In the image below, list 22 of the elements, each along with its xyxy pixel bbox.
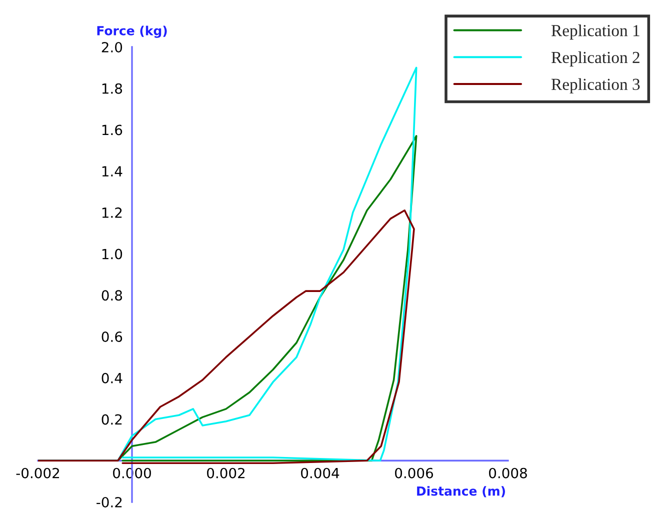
y-tick-label: 1.0 <box>102 248 122 260</box>
y-tick-label: -0.2 <box>96 496 122 508</box>
x-axis-title: Distance (m) <box>417 486 505 498</box>
y-tick-label: 0.2 <box>102 414 122 425</box>
y-tick-label: 1.6 <box>102 124 122 136</box>
y-tick-label: 1.2 <box>102 207 122 218</box>
x-tick-label: 0.006 <box>395 468 434 478</box>
line-series <box>38 209 415 464</box>
x-tick-label: -0.002 <box>16 468 59 478</box>
y-tick-label: 0.4 <box>102 372 122 384</box>
x-tick-label: 0.004 <box>301 468 340 478</box>
legend-label: Replication 1 <box>551 24 640 40</box>
legend-label: Replication 3 <box>551 78 640 94</box>
y-tick-label: 0.8 <box>102 290 122 301</box>
x-tick-label: 0.008 <box>489 468 527 478</box>
x-tick-label: 0.002 <box>207 468 244 478</box>
y-tick-label: 1.8 <box>102 83 122 94</box>
y-tick-label: 0.6 <box>102 332 122 342</box>
y-axis-title: Force (kg) <box>97 26 167 38</box>
y-tick-label: 1.4 <box>102 166 122 176</box>
y-tick-label: 2.0 <box>102 42 122 52</box>
legend-label: Replication 2 <box>551 51 640 67</box>
